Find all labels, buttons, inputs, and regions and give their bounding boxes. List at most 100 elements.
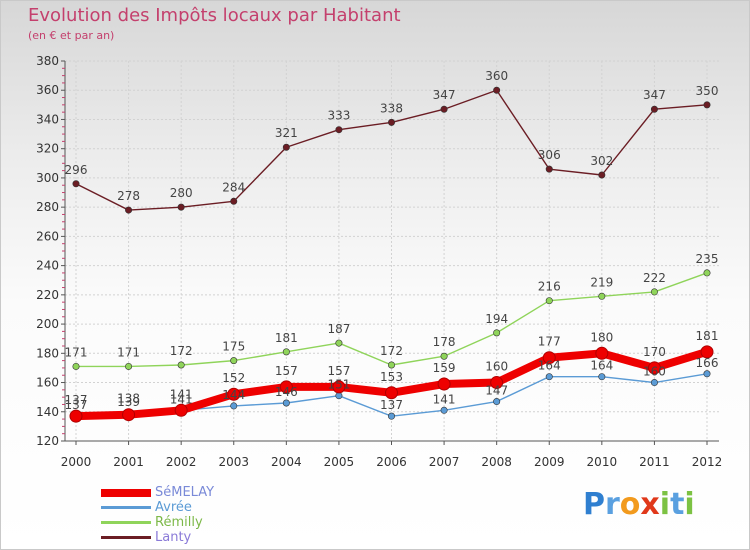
data-point-semelay: [174, 403, 188, 417]
x-tick-label: 2006: [376, 455, 407, 469]
y-tick-label: 120: [36, 434, 59, 448]
data-label-lanty: 360: [485, 69, 508, 83]
x-tick-label: 2000: [61, 455, 92, 469]
data-label-remilly: 171: [65, 345, 88, 359]
data-point-avree: [440, 406, 448, 414]
data-label-avree: 164: [538, 359, 561, 373]
logo-letter: i: [684, 487, 695, 522]
data-point-lanty: [72, 180, 80, 188]
data-point-lanty: [440, 105, 448, 113]
y-tick-label: 200: [36, 317, 59, 331]
y-tick-label: 140: [36, 405, 59, 419]
data-label-lanty: 350: [696, 84, 719, 98]
data-point-remilly: [125, 362, 133, 370]
y-tick-label: 160: [36, 376, 59, 390]
data-label-remilly: 172: [170, 344, 193, 358]
data-label-avree: 144: [222, 388, 245, 402]
data-label-lanty: 296: [65, 163, 88, 177]
data-label-semelay: 138: [117, 392, 140, 406]
y-tick-label: 340: [36, 112, 59, 126]
data-point-avree: [230, 402, 238, 410]
data-label-remilly: 178: [433, 335, 456, 349]
data-label-avree: 139: [117, 395, 140, 409]
x-tick-label: 2009: [534, 455, 565, 469]
data-label-semelay: 157: [327, 364, 350, 378]
data-point-avree: [545, 373, 553, 381]
chart-title: Evolution des Impôts locaux par Habitant: [28, 5, 401, 26]
data-point-avree: [598, 373, 606, 381]
logo-letter: o: [619, 487, 641, 522]
data-label-remilly: 187: [327, 322, 350, 336]
data-point-semelay: [700, 345, 714, 359]
data-point-remilly: [545, 297, 553, 305]
data-point-avree: [387, 412, 395, 420]
legend-label-remilly: Rémilly: [155, 515, 203, 530]
data-point-lanty: [230, 197, 238, 205]
y-tick-label: 280: [36, 200, 59, 214]
proxiti-logo: Proxiti: [583, 487, 695, 522]
chart-subtitle: (en € et par an): [28, 29, 115, 42]
data-label-lanty: 321: [275, 126, 298, 140]
data-point-semelay: [122, 408, 136, 422]
data-point-semelay: [332, 380, 346, 394]
data-point-remilly: [387, 361, 395, 369]
logo-letter: i: [659, 487, 671, 522]
y-tick-label: 360: [36, 83, 59, 97]
data-point-remilly: [598, 292, 606, 300]
x-tick-label: 2005: [324, 455, 355, 469]
data-point-semelay: [595, 346, 609, 360]
data-point-avree: [650, 379, 658, 387]
data-point-semelay: [437, 377, 451, 391]
data-label-lanty: 280: [170, 186, 193, 200]
data-point-remilly: [335, 339, 343, 347]
data-label-lanty: 306: [538, 148, 561, 162]
logo-letter: t: [670, 487, 685, 522]
data-label-remilly: 194: [485, 312, 508, 326]
y-tick-label: 180: [36, 346, 59, 360]
data-label-semelay: 137: [65, 393, 88, 407]
data-label-lanty: 338: [380, 101, 403, 115]
data-label-avree: 166: [696, 356, 719, 370]
legend-item-avree: Avrée: [101, 500, 301, 515]
data-point-lanty: [177, 203, 185, 211]
data-point-remilly: [72, 362, 80, 370]
x-tick-label: 2008: [481, 455, 512, 469]
data-label-semelay: 159: [433, 361, 456, 375]
x-tick-label: 2011: [639, 455, 670, 469]
data-label-semelay: 157: [275, 364, 298, 378]
data-point-remilly: [493, 329, 501, 337]
data-point-avree: [493, 398, 501, 406]
data-label-lanty: 278: [117, 189, 140, 203]
y-tick-label: 300: [36, 171, 59, 185]
data-label-semelay: 152: [222, 371, 245, 385]
data-label-remilly: 181: [275, 331, 298, 345]
data-label-avree: 147: [485, 384, 508, 398]
data-label-avree: 137: [65, 398, 88, 412]
y-tick-label: 220: [36, 288, 59, 302]
data-label-avree: 160: [643, 365, 666, 379]
legend-label-lanty: Lanty: [155, 530, 192, 545]
logo-letter: x: [640, 487, 660, 522]
x-tick-label: 2007: [429, 455, 460, 469]
data-point-remilly: [282, 348, 290, 356]
legend-swatch-avree: [101, 506, 151, 509]
data-label-semelay: 177: [538, 335, 561, 349]
x-tick-label: 2003: [218, 455, 249, 469]
data-label-remilly: 171: [117, 345, 140, 359]
data-point-remilly: [650, 288, 658, 296]
data-label-semelay: 170: [643, 345, 666, 359]
data-point-remilly: [703, 269, 711, 277]
data-point-avree: [282, 399, 290, 407]
data-label-lanty: 333: [327, 109, 350, 123]
x-tick-label: 2010: [587, 455, 618, 469]
legend-swatch-lanty: [101, 536, 151, 539]
data-label-remilly: 216: [538, 280, 561, 294]
logo-letter: r: [605, 487, 620, 522]
data-label-semelay: 153: [380, 370, 403, 384]
data-label-remilly: 222: [643, 271, 666, 285]
data-label-lanty: 284: [222, 180, 245, 194]
data-point-semelay: [647, 361, 661, 375]
data-label-semelay: 181: [696, 329, 719, 343]
